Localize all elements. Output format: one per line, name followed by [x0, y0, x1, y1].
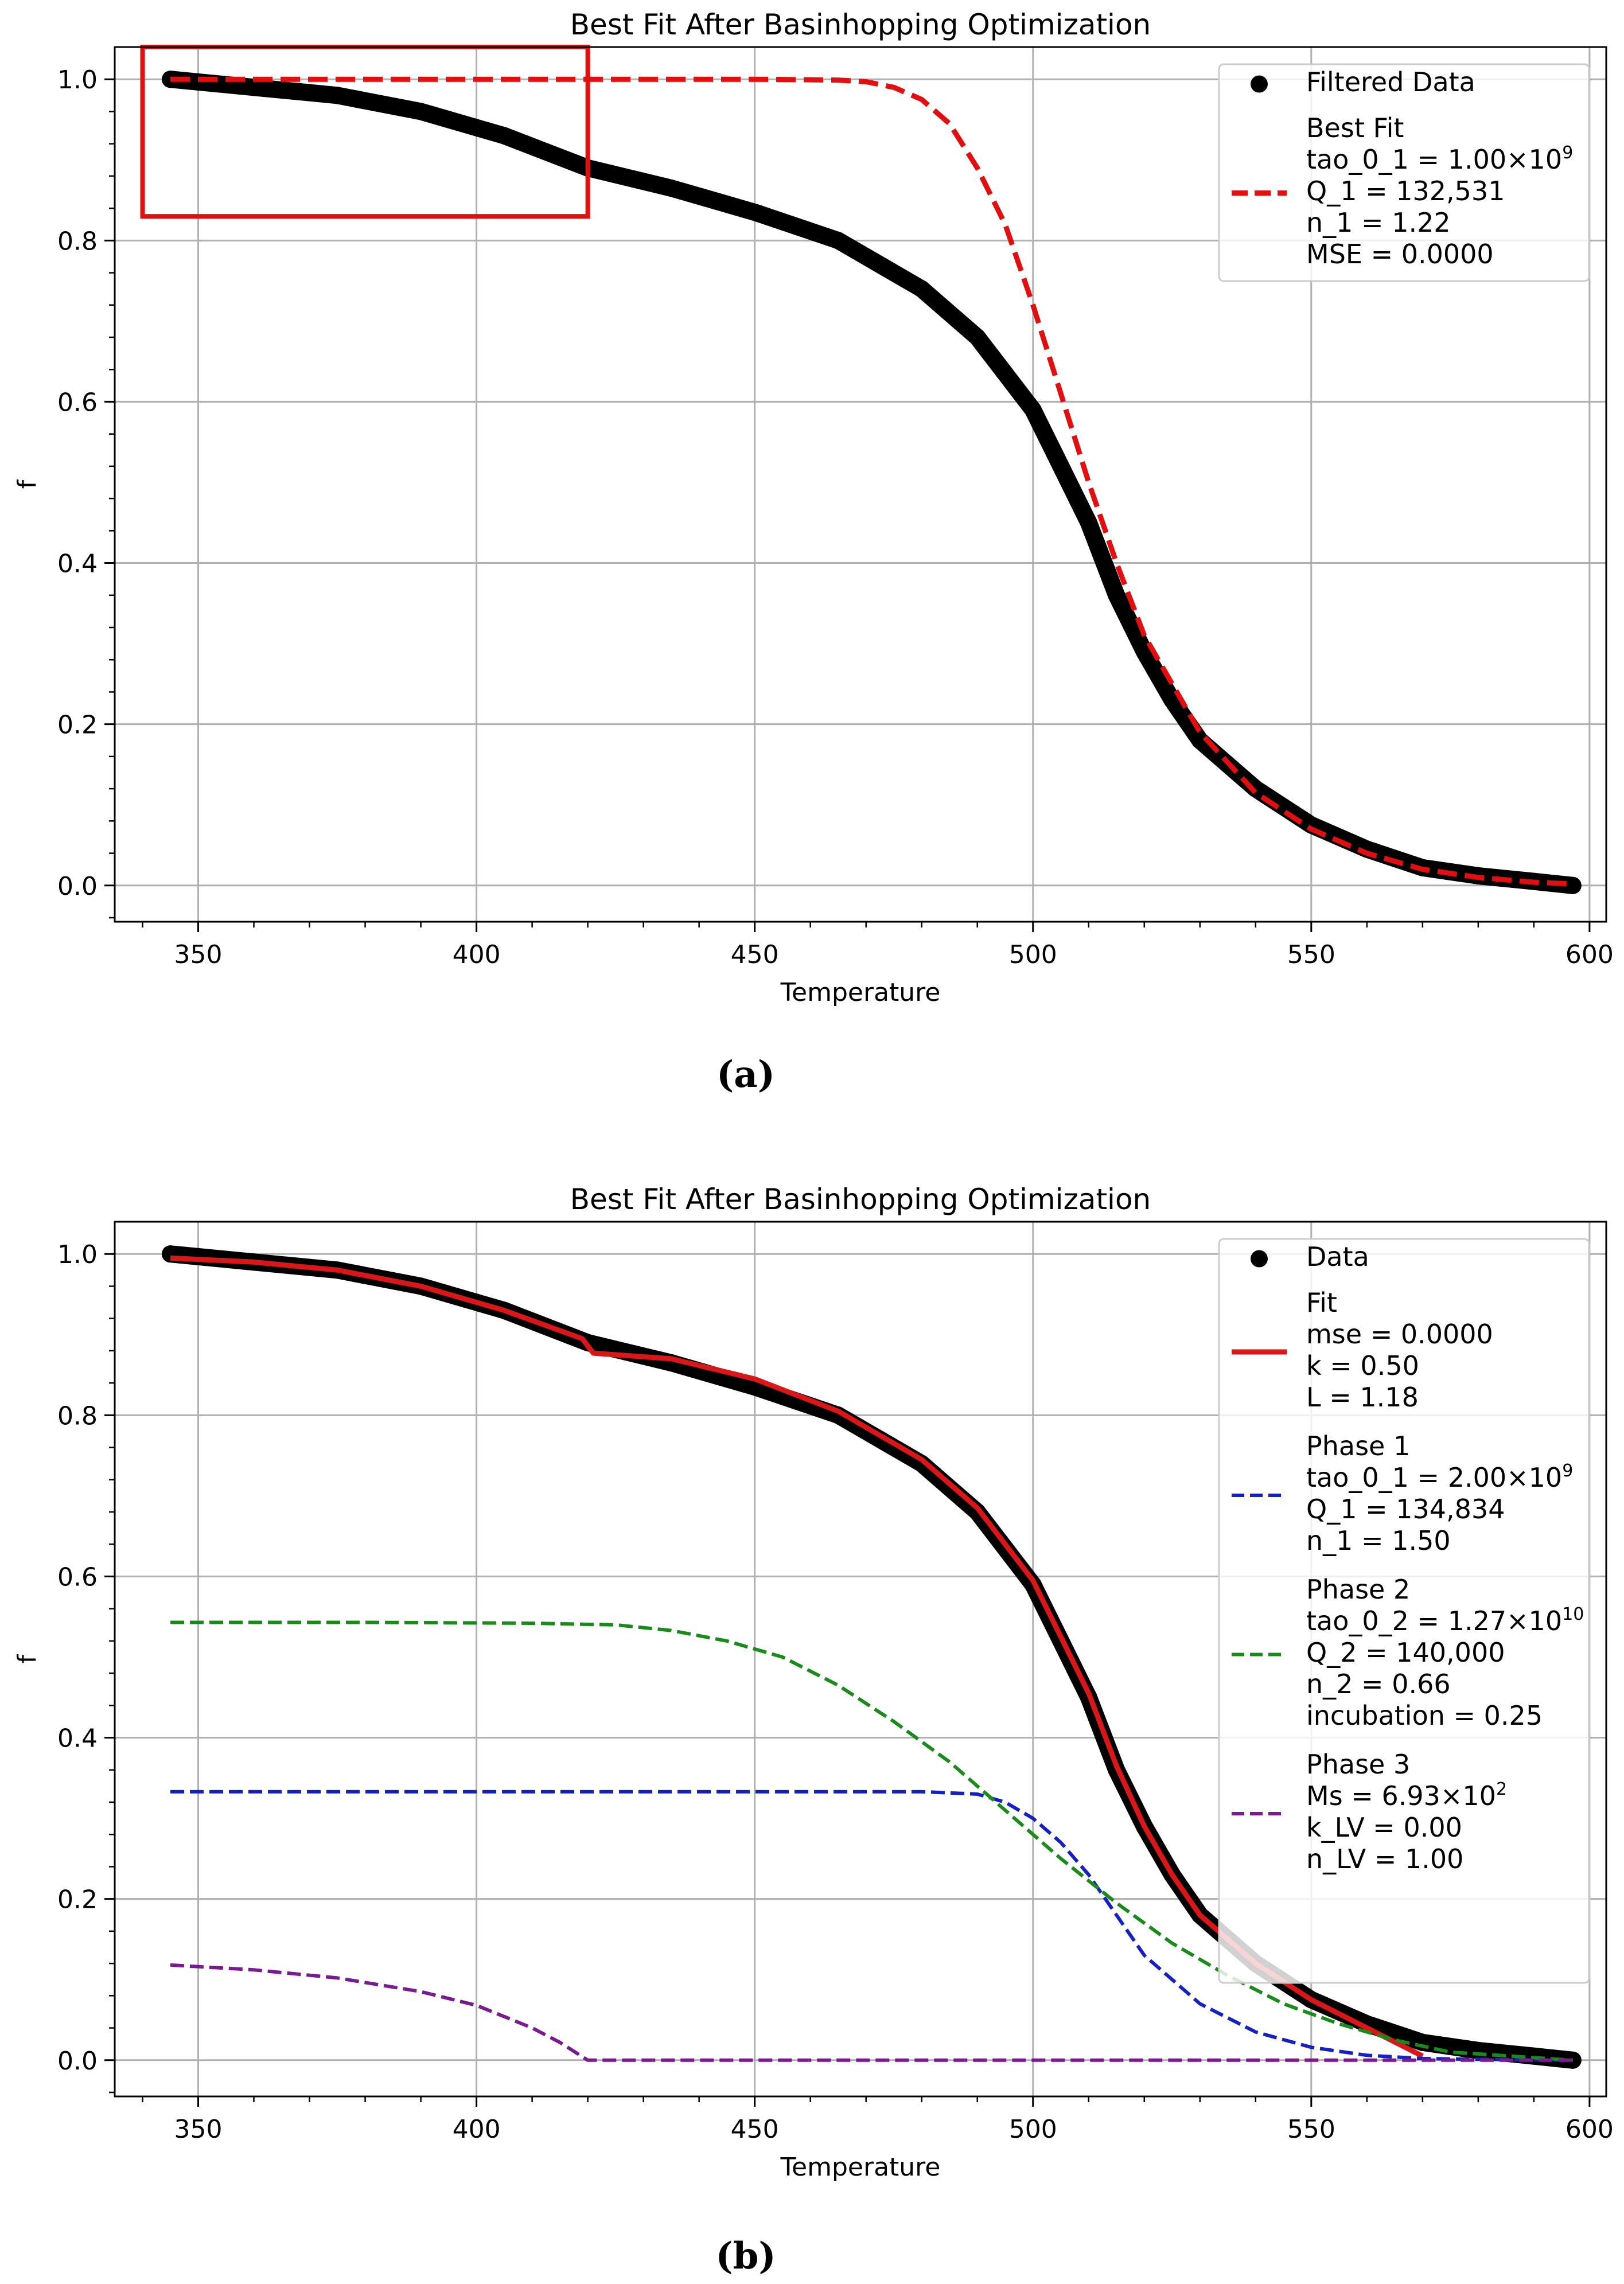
legend-text: Data [1306, 1241, 1369, 1272]
legend-text: tao_0_1 = 1.00×109 [1306, 143, 1573, 175]
x-tick-label: 550 [1287, 2115, 1335, 2144]
x-tick-label: 550 [1287, 940, 1335, 969]
axes-frame [114, 1221, 1607, 2098]
data-point [245, 79, 263, 96]
legend-text: k = 0.50 [1306, 1350, 1419, 1381]
y-tick-label: 0.8 [57, 1401, 98, 1431]
y-tick-label: 0.6 [57, 388, 98, 417]
legend-box [1218, 63, 1590, 282]
legend-text: Fit [1306, 1287, 1337, 1318]
y-axis-label: f [13, 479, 42, 489]
legend-exponent: 9 [1562, 1461, 1573, 1481]
legend-marker-dot [1251, 1250, 1268, 1268]
x-tick-label: 350 [174, 940, 223, 969]
x-tick-label: 400 [453, 940, 501, 969]
y-tick-label: 0.0 [57, 872, 98, 901]
axes-frame [114, 46, 1607, 923]
data-point [829, 232, 847, 250]
legend-text: Phase 1 [1306, 1431, 1410, 1461]
series-line-phase-1 [170, 1790, 1573, 2062]
y-tick-label: 0.2 [57, 711, 98, 740]
x-tick-label: 450 [731, 2115, 779, 2144]
legend-text: Q_1 = 132,531 [1306, 176, 1505, 206]
series-line-best-fit [170, 76, 1573, 887]
panel-a: Best Fit After Basinhopping Optimization… [13, 8, 1614, 1096]
legend-text: tao_0_2 = 1.27×1010 [1306, 1604, 1584, 1636]
x-tick-label: 500 [1009, 940, 1057, 969]
panel-caption: (a) [716, 1053, 775, 1096]
x-tick-label: 400 [453, 2115, 501, 2144]
data-point [1080, 514, 1097, 532]
legend-exponent: 10 [1562, 1604, 1584, 1624]
data-point [1191, 731, 1209, 749]
y-tick-label: 0.8 [57, 227, 98, 256]
legend-box [1218, 1238, 1590, 1984]
x-axis-label: Temperature [780, 2153, 941, 2182]
legend-text: MSE = 0.0000 [1306, 239, 1494, 270]
plot-area [162, 71, 1582, 894]
legend-text: n_LV = 1.00 [1306, 1843, 1463, 1874]
legend-text: Filtered Data [1306, 67, 1475, 98]
data-point [1469, 2041, 1487, 2059]
legend-text: tao_0_1 = 2.00×109 [1306, 1461, 1573, 1493]
legend-text: Phase 3 [1306, 1749, 1410, 1780]
panel-b: Best Fit After Basinhopping Optimization… [13, 1183, 1614, 2278]
data-point [496, 127, 513, 145]
y-tick-label: 0.4 [57, 549, 98, 579]
legend-text: Q_1 = 134,834 [1306, 1494, 1505, 1525]
data-point [1413, 2033, 1431, 2051]
data-point [968, 328, 986, 346]
legend-text: n_1 = 1.50 [1306, 1525, 1451, 1556]
y-tick-label: 1.0 [57, 1240, 98, 1269]
legend-text: k_LV = 0.00 [1306, 1812, 1462, 1843]
legend-text: n_1 = 1.22 [1306, 207, 1451, 238]
legend-exponent: 2 [1496, 1779, 1507, 1799]
x-tick-label: 600 [1565, 2115, 1614, 2144]
series-line-phase-2 [170, 1620, 1573, 2062]
chart-title: Best Fit After Basinhopping Optimization [570, 8, 1151, 41]
x-tick-label: 350 [174, 2115, 223, 2144]
data-point [663, 179, 680, 197]
x-tick-label: 450 [731, 940, 779, 969]
data-point [746, 204, 764, 221]
data-point [1564, 876, 1582, 894]
legend-text: Ms = 6.93×102 [1306, 1779, 1507, 1811]
y-axis-label: f [13, 1654, 42, 1663]
legend-exponent: 9 [1562, 143, 1573, 163]
y-tick-label: 0.0 [57, 2047, 98, 2076]
legend-text: n_2 = 0.66 [1306, 1669, 1451, 1700]
data-point [412, 103, 430, 120]
x-tick-label: 600 [1565, 940, 1614, 969]
legend-text: Best Fit [1306, 112, 1404, 143]
chart-title: Best Fit After Basinhopping Optimization [570, 1183, 1151, 1216]
data-point [913, 280, 930, 298]
y-tick-label: 0.4 [57, 1724, 98, 1753]
x-axis-label: Temperature [780, 978, 941, 1007]
legend-text: Q_2 = 140,000 [1306, 1637, 1505, 1668]
legend-text: incubation = 0.25 [1306, 1700, 1543, 1731]
data-point [329, 87, 346, 104]
series-line-phase-3 [170, 1963, 1573, 2062]
data-point [1108, 586, 1125, 604]
legend-text: L = 1.18 [1306, 1382, 1419, 1413]
data-point [1024, 401, 1042, 419]
y-tick-label: 0.6 [57, 1562, 98, 1592]
legend-text: mse = 0.0000 [1306, 1319, 1493, 1350]
y-tick-label: 1.0 [57, 65, 98, 95]
y-tick-label: 0.2 [57, 1885, 98, 1915]
x-tick-label: 500 [1009, 2115, 1057, 2144]
panel-caption: (b) [715, 2235, 776, 2278]
data-point [1052, 457, 1070, 475]
legend-marker-dot [1251, 75, 1268, 93]
legend-text: Phase 2 [1306, 1574, 1410, 1605]
